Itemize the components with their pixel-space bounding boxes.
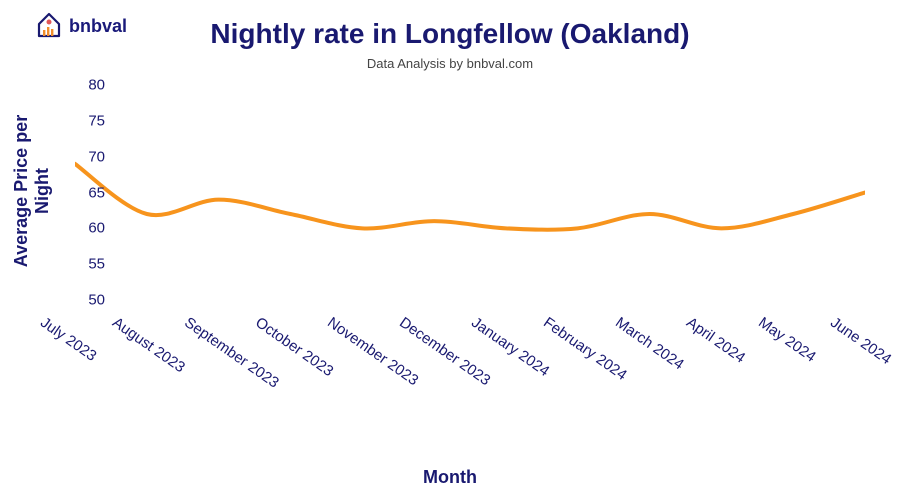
series-line xyxy=(75,164,865,230)
chart-subtitle: Data Analysis by bnbval.com xyxy=(0,56,900,71)
x-tick-label: May 2024 xyxy=(755,314,819,366)
y-tick-label: 60 xyxy=(75,220,105,237)
x-tick-label: April 2024 xyxy=(684,314,749,367)
chart-title: Nightly rate in Longfellow (Oakland) xyxy=(0,18,900,50)
plot-area xyxy=(75,85,865,300)
x-tick-label: June 2024 xyxy=(827,314,894,368)
y-axis-label: Average Price per Night xyxy=(11,91,53,291)
chart-container: bnbval Nightly rate in Longfellow (Oakla… xyxy=(0,0,900,500)
y-tick-label: 55 xyxy=(75,256,105,273)
y-tick-label: 50 xyxy=(75,292,105,309)
line-chart-svg xyxy=(75,85,865,300)
y-tick-label: 70 xyxy=(75,148,105,165)
x-tick-label: August 2023 xyxy=(109,314,188,376)
y-tick-label: 65 xyxy=(75,184,105,201)
y-tick-label: 75 xyxy=(75,112,105,129)
x-tick-label: July 2023 xyxy=(37,314,99,365)
x-axis-label: Month xyxy=(0,467,900,488)
y-tick-label: 80 xyxy=(75,77,105,94)
